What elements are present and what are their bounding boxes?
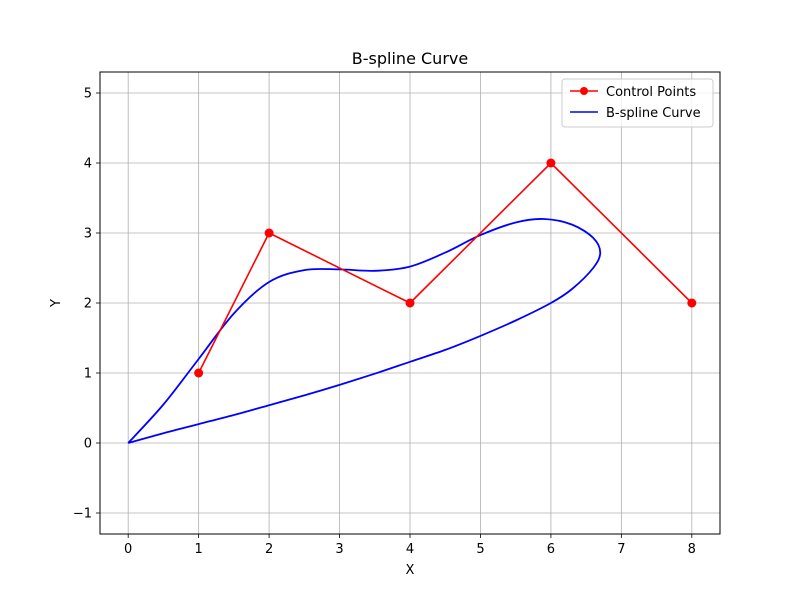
control-point-marker <box>546 158 556 168</box>
x-tick-label: 1 <box>194 542 202 557</box>
y-tick-label: 1 <box>84 367 92 382</box>
legend-box <box>561 78 714 128</box>
grid-lines <box>100 72 720 534</box>
legend-b-spline-curve-label: B-spline Curve <box>606 106 701 121</box>
b-spline-curve-line <box>127 218 602 444</box>
y-axis-label: Y <box>49 299 64 308</box>
legend-control-points-marker <box>580 87 588 95</box>
legend-control-points-label: Control Points <box>606 85 696 100</box>
x-tick-label: 5 <box>476 542 484 557</box>
y-tick-label: 2 <box>84 297 92 312</box>
control-point-marker <box>405 298 415 308</box>
x-tick-label: 2 <box>265 542 273 557</box>
legend: Control Points B-spline Curve <box>561 78 714 128</box>
control-point-marker <box>264 228 274 238</box>
y-tick-label: −1 <box>73 507 92 522</box>
y-tick-label: 4 <box>84 157 92 172</box>
x-tick-label: 8 <box>688 542 696 557</box>
x-tick-label: 6 <box>547 542 555 557</box>
control-point-marker <box>194 368 204 378</box>
x-tick-label: 3 <box>335 542 343 557</box>
control-point-marker <box>687 298 697 308</box>
chart-title: B-spline Curve <box>352 49 468 68</box>
x-tick-label: 0 <box>124 542 132 557</box>
y-tick-label: 3 <box>84 227 92 242</box>
plot-lines <box>127 158 697 444</box>
x-axis-label: X <box>406 563 415 578</box>
x-tick-label: 7 <box>617 542 625 557</box>
x-tick-label: 4 <box>406 542 414 557</box>
y-tick-label: 0 <box>84 437 92 452</box>
axis-ticks: 0 1 2 3 4 5 6 7 8 −1 0 1 2 3 4 5 <box>73 87 696 558</box>
y-tick-label: 5 <box>84 87 92 102</box>
